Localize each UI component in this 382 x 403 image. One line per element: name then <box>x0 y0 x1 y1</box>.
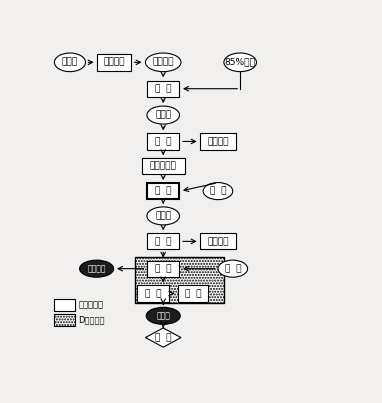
Ellipse shape <box>203 183 233 199</box>
Text: 不合格品: 不合格品 <box>87 264 106 273</box>
Text: 调  配: 调 配 <box>155 264 172 273</box>
Bar <box>147 261 180 277</box>
Bar <box>178 285 208 301</box>
Text: 渗  漉: 渗 漉 <box>155 84 172 93</box>
Ellipse shape <box>218 260 248 277</box>
Bar <box>135 257 224 303</box>
Ellipse shape <box>224 53 256 72</box>
Bar <box>135 257 224 303</box>
Text: 上清液: 上清液 <box>155 212 171 220</box>
Bar <box>200 133 236 150</box>
Text: 颠茄草: 颠茄草 <box>62 58 78 67</box>
Bar <box>147 233 180 249</box>
Bar <box>53 314 75 326</box>
Text: 回收乙醇: 回收乙醇 <box>207 137 229 146</box>
Ellipse shape <box>146 307 180 324</box>
Bar <box>147 81 180 97</box>
Text: 半成品: 半成品 <box>156 312 170 320</box>
Ellipse shape <box>147 106 180 124</box>
Bar <box>53 314 75 326</box>
Text: D级洁净区: D级洁净区 <box>79 316 105 325</box>
Text: 85%乙醇: 85%乙醇 <box>225 58 256 67</box>
Text: 乙  醇: 乙 醇 <box>225 264 241 273</box>
Text: 乙  醇: 乙 醇 <box>210 187 226 195</box>
Text: 净选粉碎: 净选粉碎 <box>104 58 125 67</box>
Text: 浓  缩: 浓 缩 <box>155 237 172 246</box>
Text: 入  库: 入 库 <box>155 333 172 342</box>
Text: 浓  缩: 浓 缩 <box>155 137 172 146</box>
Text: 一级生产区: 一级生产区 <box>79 301 104 310</box>
Bar <box>97 54 131 71</box>
Polygon shape <box>146 328 181 347</box>
Bar <box>142 158 185 174</box>
Ellipse shape <box>79 260 113 277</box>
Bar <box>147 183 180 199</box>
Text: 醇  沉: 醇 沉 <box>155 187 172 195</box>
Ellipse shape <box>54 53 86 72</box>
Bar <box>200 233 236 249</box>
Text: 过  滤: 过 滤 <box>145 289 161 298</box>
Bar <box>137 285 169 301</box>
Bar <box>53 299 75 311</box>
Ellipse shape <box>146 53 181 72</box>
Text: 去除叶绿素: 去除叶绿素 <box>150 162 176 171</box>
Text: 药材粗粉: 药材粗粉 <box>152 58 174 67</box>
Ellipse shape <box>147 207 180 225</box>
Text: 渗漉液: 渗漉液 <box>155 110 171 120</box>
Text: 分  装: 分 装 <box>185 289 201 298</box>
Bar <box>147 133 180 150</box>
Text: 回收乙醇: 回收乙醇 <box>207 237 229 246</box>
